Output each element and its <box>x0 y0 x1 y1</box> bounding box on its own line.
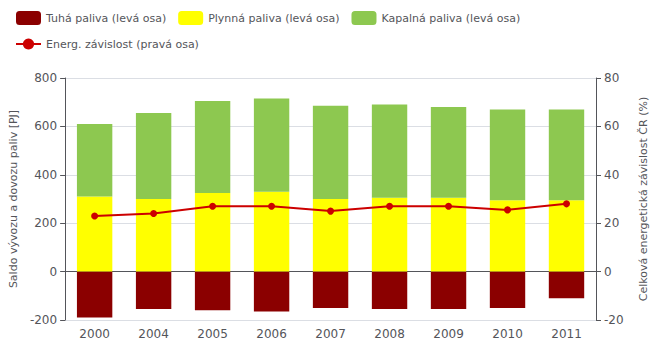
svg-text:Saldo vývozu a dovozu paliv [P: Saldo vývozu a dovozu paliv [PJ] <box>7 110 20 288</box>
svg-text:2006: 2006 <box>256 327 287 341</box>
svg-text:200: 200 <box>34 216 57 230</box>
svg-text:Celková energetická závislost: Celková energetická závislost ČR (%) <box>637 97 650 301</box>
svg-text:-200: -200 <box>30 313 57 327</box>
svg-text:2005: 2005 <box>197 327 228 341</box>
svg-text:Tuhá paliva (levá osa): Tuhá paliva (levá osa) <box>45 12 166 25</box>
svg-text:2009: 2009 <box>433 327 464 341</box>
svg-text:400: 400 <box>34 168 57 182</box>
svg-text:Plynná paliva (levá osa): Plynná paliva (levá osa) <box>208 12 339 25</box>
svg-text:0: 0 <box>49 265 57 279</box>
svg-text:2004: 2004 <box>138 327 169 341</box>
svg-text:Energ. závislost (pravá osa): Energ. závislost (pravá osa) <box>46 38 199 51</box>
svg-text:2010: 2010 <box>492 327 523 341</box>
svg-text:2011: 2011 <box>551 327 582 341</box>
svg-text:-20: -20 <box>604 313 624 327</box>
svg-text:800: 800 <box>34 71 57 85</box>
svg-text:Kapalná paliva (levá osa): Kapalná paliva (levá osa) <box>381 12 520 25</box>
svg-text:2007: 2007 <box>315 327 346 341</box>
svg-text:80: 80 <box>604 71 619 85</box>
svg-text:2000: 2000 <box>79 327 110 341</box>
svg-text:2008: 2008 <box>374 327 405 341</box>
svg-text:600: 600 <box>34 119 57 133</box>
svg-text:40: 40 <box>604 168 619 182</box>
svg-text:0: 0 <box>604 265 612 279</box>
svg-text:20: 20 <box>604 216 619 230</box>
svg-text:60: 60 <box>604 119 619 133</box>
